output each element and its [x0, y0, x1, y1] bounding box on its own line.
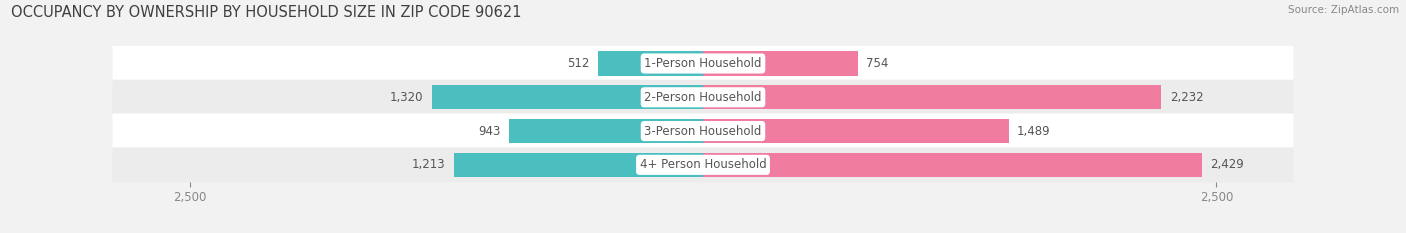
Bar — [432, 85, 703, 110]
Text: 2,429: 2,429 — [1211, 158, 1244, 171]
Text: 1-Person Household: 1-Person Household — [644, 57, 762, 70]
Text: 2,232: 2,232 — [1170, 91, 1204, 104]
FancyBboxPatch shape — [112, 80, 1294, 115]
Bar — [703, 85, 1161, 110]
FancyBboxPatch shape — [112, 46, 1294, 81]
Text: Source: ZipAtlas.com: Source: ZipAtlas.com — [1288, 5, 1399, 15]
Bar — [598, 51, 703, 76]
Text: OCCUPANCY BY OWNERSHIP BY HOUSEHOLD SIZE IN ZIP CODE 90621: OCCUPANCY BY OWNERSHIP BY HOUSEHOLD SIZE… — [11, 5, 522, 20]
Bar — [509, 119, 703, 143]
Bar — [703, 119, 1010, 143]
Text: 4+ Person Household: 4+ Person Household — [640, 158, 766, 171]
Text: 512: 512 — [567, 57, 589, 70]
Bar — [703, 51, 858, 76]
Text: 754: 754 — [866, 57, 889, 70]
Text: 3-Person Household: 3-Person Household — [644, 125, 762, 137]
FancyBboxPatch shape — [112, 113, 1294, 149]
FancyBboxPatch shape — [112, 147, 1294, 182]
Text: 2-Person Household: 2-Person Household — [644, 91, 762, 104]
Text: 943: 943 — [478, 125, 501, 137]
Text: 1,320: 1,320 — [389, 91, 423, 104]
Text: 1,213: 1,213 — [412, 158, 446, 171]
Bar — [454, 153, 703, 177]
Text: 1,489: 1,489 — [1017, 125, 1050, 137]
Bar — [703, 153, 1202, 177]
